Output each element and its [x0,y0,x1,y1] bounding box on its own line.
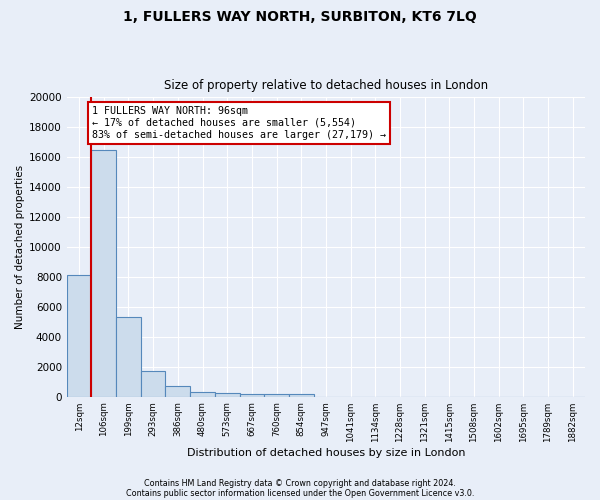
Bar [215,394,239,396]
Text: Contains public sector information licensed under the Open Government Licence v3: Contains public sector information licen… [126,488,474,498]
Text: Contains HM Land Registry data © Crown copyright and database right 2024.: Contains HM Land Registry data © Crown c… [144,478,456,488]
Bar [116,318,141,396]
Bar [91,150,116,396]
X-axis label: Distribution of detached houses by size in London: Distribution of detached houses by size … [187,448,465,458]
Text: 1 FULLERS WAY NORTH: 96sqm
← 17% of detached houses are smaller (5,554)
83% of s: 1 FULLERS WAY NORTH: 96sqm ← 17% of deta… [92,106,386,140]
Y-axis label: Number of detached properties: Number of detached properties [15,165,25,329]
Bar [264,394,289,396]
Bar [190,392,215,396]
Title: Size of property relative to detached houses in London: Size of property relative to detached ho… [164,79,488,92]
Bar [166,386,190,396]
Bar [239,394,264,396]
Text: 1, FULLERS WAY NORTH, SURBITON, KT6 7LQ: 1, FULLERS WAY NORTH, SURBITON, KT6 7LQ [123,10,477,24]
Bar [67,276,91,396]
Bar [289,394,314,396]
Bar [141,370,166,396]
